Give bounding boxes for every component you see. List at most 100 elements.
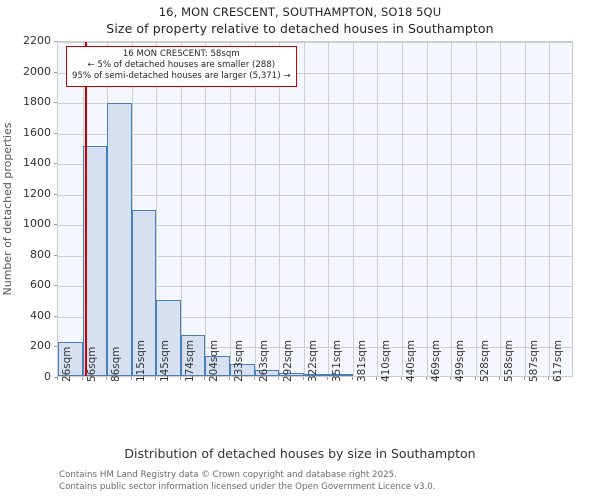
gridline-vertical <box>426 42 428 376</box>
gridline-horizontal <box>58 42 572 43</box>
page-title: 16, MON CRESCENT, SOUTHAMPTON, SO18 5QU <box>158 5 442 19</box>
y-tick-mark <box>54 102 57 104</box>
x-tick-mark <box>450 377 452 380</box>
gridline-horizontal <box>58 255 572 257</box>
gridline-vertical <box>500 42 502 376</box>
x-tick-label: 617sqm <box>552 340 565 382</box>
gridline-horizontal <box>58 316 572 318</box>
gridline-horizontal <box>58 103 572 105</box>
x-axis-label: Distribution of detached houses by size … <box>124 446 476 461</box>
x-tick-label: 381sqm <box>355 340 368 382</box>
gridline-vertical <box>402 42 403 376</box>
gridline-vertical <box>180 42 182 376</box>
x-tick-mark <box>523 377 525 380</box>
y-tick-label: 0 <box>44 370 51 383</box>
bar <box>180 334 206 376</box>
x-tick-mark <box>106 377 108 380</box>
bar <box>156 299 181 376</box>
x-tick-label: 469sqm <box>429 340 442 382</box>
gridline-vertical <box>328 42 330 376</box>
bar <box>131 209 157 376</box>
annotation-line-2: ← 5% of detached houses are smaller (288… <box>87 60 276 71</box>
x-tick-mark <box>229 377 230 380</box>
y-tick-label: 2000 <box>23 64 51 78</box>
y-tick-mark <box>54 163 57 165</box>
x-tick-label: 86sqm <box>110 346 123 382</box>
gridline-vertical <box>303 42 305 376</box>
annotation-box: 16 MON CRESCENT: 58sqm ← 5% of detached … <box>66 46 297 87</box>
y-axis-label: Number of detached properties <box>1 122 14 296</box>
y-tick-mark <box>54 377 57 378</box>
bar <box>279 372 304 376</box>
y-tick-mark <box>54 41 57 42</box>
bar <box>58 342 83 376</box>
x-tick-label: 558sqm <box>503 340 516 382</box>
x-tick-mark <box>499 377 501 380</box>
y-tick-label: 1400 <box>23 156 51 170</box>
x-tick-mark <box>253 377 255 380</box>
bar <box>107 103 132 376</box>
x-tick-label: 351sqm <box>331 340 344 382</box>
x-tick-mark <box>81 377 83 380</box>
gridline-vertical <box>549 42 551 376</box>
y-tick-mark <box>54 132 57 134</box>
gridline-horizontal <box>58 164 572 166</box>
x-tick-mark <box>278 377 280 380</box>
gridline-vertical <box>451 42 453 376</box>
x-tick-label: 115sqm <box>134 340 147 382</box>
x-tick-label: 587sqm <box>527 340 540 382</box>
bar <box>205 356 230 376</box>
y-tick-mark <box>54 193 57 195</box>
gridline-horizontal <box>58 286 572 288</box>
x-tick-label: 528sqm <box>478 340 491 382</box>
gridline-vertical <box>524 42 526 376</box>
gridline-vertical <box>230 42 231 376</box>
x-tick-label: 410sqm <box>380 340 393 382</box>
gridline-vertical <box>279 42 281 376</box>
x-tick-label: 145sqm <box>159 340 172 382</box>
x-tick-mark <box>327 377 329 380</box>
y-tick-mark <box>54 315 57 317</box>
x-tick-mark <box>204 377 206 380</box>
x-tick-mark <box>401 377 402 380</box>
x-tick-label: 56sqm <box>85 346 98 382</box>
bar <box>230 364 255 376</box>
x-tick-label: 322sqm <box>306 340 319 382</box>
annotation-line-1: 16 MON CRESCENT: 58sqm <box>122 49 240 59</box>
gridline-vertical <box>205 42 207 376</box>
gridline-vertical <box>352 42 354 376</box>
footer-line-1: Contains HM Land Registry data © Crown c… <box>59 470 397 480</box>
y-tick-label: 1800 <box>23 95 51 109</box>
bar <box>254 369 280 376</box>
footer-line-2: Contains public sector information licen… <box>59 481 436 492</box>
y-tick-mark <box>54 71 57 73</box>
annotation-line-3: 95% of semi-detached houses are larger (… <box>72 71 291 82</box>
y-tick-mark <box>54 346 57 348</box>
x-tick-mark <box>155 377 157 380</box>
gridline-horizontal <box>58 133 572 135</box>
x-tick-mark <box>179 377 181 380</box>
x-tick-label: 233sqm <box>233 340 245 382</box>
x-tick-mark <box>425 377 427 380</box>
title-block: 16, MON CRESCENT, SOUTHAMPTON, SO18 5QU … <box>0 4 600 38</box>
bar <box>82 146 108 376</box>
gridline-vertical <box>156 42 158 376</box>
gridline-horizontal <box>58 194 572 196</box>
x-tick-label: 26sqm <box>61 346 73 382</box>
x-tick-label: 263sqm <box>257 340 270 382</box>
y-tick-label: 200 <box>30 339 51 353</box>
x-tick-mark <box>57 377 58 380</box>
y-tick-mark <box>54 224 57 226</box>
chart-subtitle: Size of property relative to detached ho… <box>106 21 494 36</box>
x-tick-mark <box>548 377 550 380</box>
x-tick-mark <box>351 377 353 380</box>
y-tick-label: 2200 <box>23 34 51 47</box>
property-marker-line <box>84 42 87 376</box>
y-tick-label: 400 <box>30 308 51 322</box>
gridline-horizontal <box>58 225 572 227</box>
x-tick-mark <box>130 377 132 380</box>
gridline-vertical <box>131 42 133 376</box>
y-tick-label: 1200 <box>23 186 51 200</box>
y-tick-label: 800 <box>30 247 51 261</box>
gridline-horizontal <box>58 347 572 349</box>
